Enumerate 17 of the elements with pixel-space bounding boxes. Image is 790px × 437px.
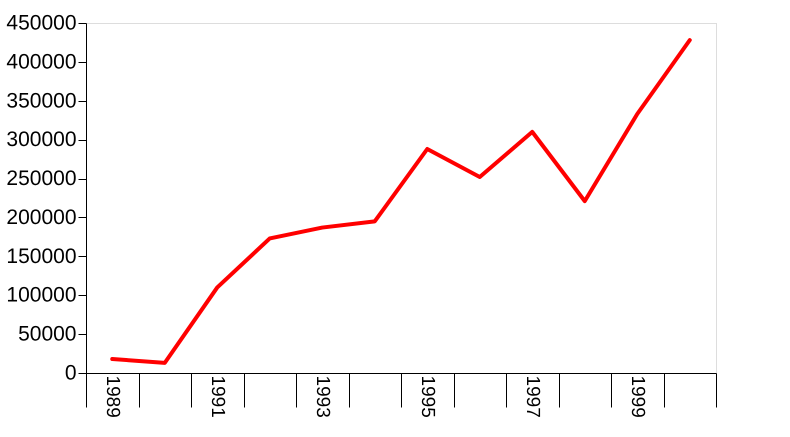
- y-tick-label: 100000: [6, 284, 76, 307]
- y-tick-label: 450000: [6, 12, 76, 34]
- y-tick-label: 400000: [6, 50, 76, 74]
- x-tick-label: 1995: [416, 376, 438, 418]
- x-tick-label: 1989: [102, 376, 123, 418]
- y-tick-label: 300000: [6, 128, 76, 152]
- x-tick-label: 1997: [522, 376, 543, 418]
- x-tick-label: 1999: [626, 376, 648, 418]
- y-tick-label: 250000: [6, 167, 76, 190]
- y-tick-label: 0: [64, 362, 76, 384]
- y-tick-label: 150000: [6, 244, 76, 268]
- x-tick-label: 1993: [312, 376, 333, 418]
- y-tick-label: 200000: [6, 206, 76, 229]
- y-tick-label: 50000: [18, 322, 76, 346]
- line-series: [110, 38, 692, 365]
- x-tick-label: 1991: [206, 376, 228, 418]
- y-tick-label: 350000: [6, 89, 76, 112]
